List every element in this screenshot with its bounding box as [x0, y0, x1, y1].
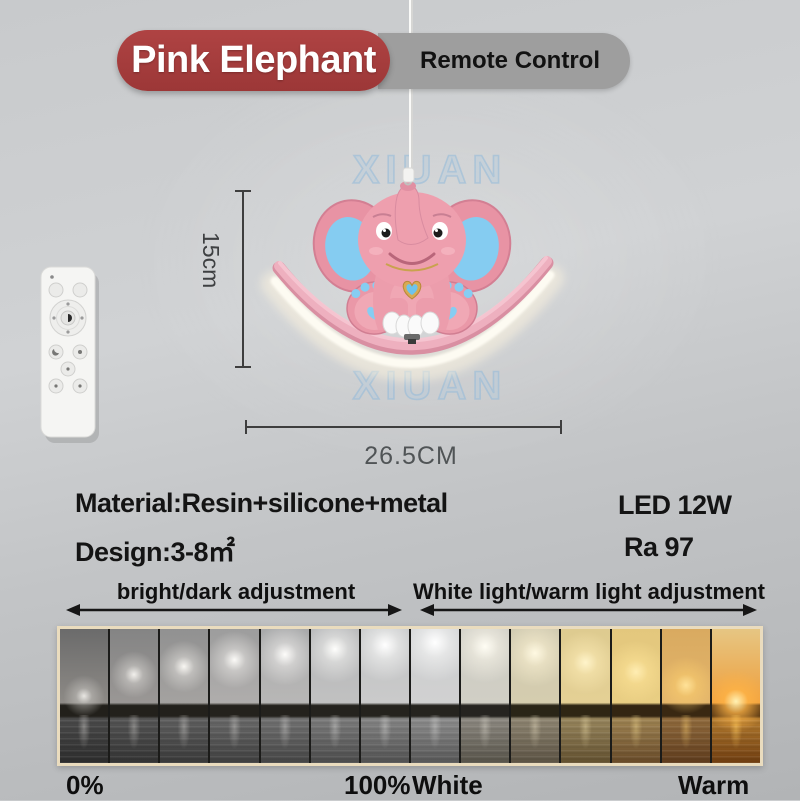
elephant-head [358, 192, 466, 288]
scene-c-button [72, 378, 88, 394]
light-panel [208, 629, 259, 763]
temperature-range-arrow [420, 604, 757, 616]
height-dimension-label: 15cm [198, 232, 224, 289]
remote-body [40, 266, 96, 438]
sun-reflection [210, 714, 259, 763]
brightness-button [72, 344, 88, 360]
light-panel [258, 629, 309, 763]
spec-color-rendering: Ra 97 [624, 532, 694, 562]
sun-reflection [310, 714, 359, 763]
light-panel [408, 629, 460, 763]
arc-mount-connector [404, 334, 420, 340]
light-panel [509, 629, 560, 763]
sun-reflection [260, 714, 309, 763]
spec-material: Material:Resin+silicone+metal [75, 488, 448, 518]
scene-a-button [60, 361, 76, 377]
elephant-left-ear [312, 199, 396, 293]
width-dimension-line [245, 420, 562, 434]
sun-reflection [711, 714, 760, 763]
temp-white-label: White [412, 770, 483, 800]
elephant-front-paws [382, 298, 440, 338]
power-off-button [72, 282, 88, 298]
light-panel [659, 629, 710, 763]
light-panel [108, 629, 159, 763]
scene-b-button [48, 378, 64, 394]
light-panel [358, 629, 409, 763]
necklace-heart-pendant [385, 263, 439, 300]
sun-reflection [661, 714, 710, 763]
watermark-text: XIUAN [352, 363, 508, 409]
elephant-trunk [394, 183, 429, 245]
power-on-button [48, 282, 64, 298]
light-panel [709, 629, 760, 763]
brightness-adjustment-label: bright/dark adjustment [116, 579, 356, 604]
elephant-right-ear [428, 199, 512, 293]
sun-reflection [511, 714, 560, 763]
feature-banner: Remote Control [378, 33, 630, 89]
light-panel [459, 629, 510, 763]
remote-led-indicator [50, 275, 54, 279]
product-badge: Pink Elephant [117, 30, 390, 91]
width-dimension-label: 26.5CM [364, 442, 458, 470]
feature-banner-label: Remote Control [420, 47, 600, 74]
temp-warm-label: Warm [678, 770, 750, 800]
sun-reflection [611, 714, 660, 763]
elephant-right-foot [420, 281, 478, 335]
light-strip [57, 626, 763, 766]
light-panel [559, 629, 610, 763]
spec-design-area: Design:3-8㎡ [75, 537, 235, 567]
sun-reflection [461, 714, 510, 763]
led-arc [272, 256, 554, 355]
temperature-adjustment-label: White light/warm light adjustment [413, 579, 765, 604]
dpad-ring [49, 299, 87, 337]
light-panel [158, 629, 209, 763]
sun-reflection [360, 714, 409, 763]
height-dimension-line [235, 190, 251, 368]
product-badge-label: Pink Elephant [131, 39, 376, 81]
sun-reflection [110, 714, 159, 763]
pendant-cord [409, 0, 413, 178]
sun-reflection [561, 714, 610, 763]
led-glow [261, 265, 564, 382]
night-mode-button [48, 344, 64, 360]
light-panel [609, 629, 660, 763]
sun-reflection [160, 714, 209, 763]
sun-reflection [410, 714, 460, 763]
watermark-text: XIUAN [352, 147, 508, 193]
sun-reflection [60, 714, 109, 763]
dpad-center-dim-button [60, 310, 76, 326]
remote-control [40, 266, 99, 443]
elephant-left-foot [346, 281, 404, 335]
elephant-smile [388, 252, 436, 265]
elephant-figure [312, 167, 512, 344]
elephant-body [372, 260, 452, 330]
light-panel [60, 629, 109, 763]
spec-led-wattage: LED 12W [618, 490, 732, 520]
brightness-range-arrow [66, 604, 402, 616]
elephant-eyes [372, 213, 452, 240]
dim-max-label: 100% [344, 770, 411, 800]
light-panel [308, 629, 359, 763]
dim-min-label: 0% [66, 770, 104, 800]
